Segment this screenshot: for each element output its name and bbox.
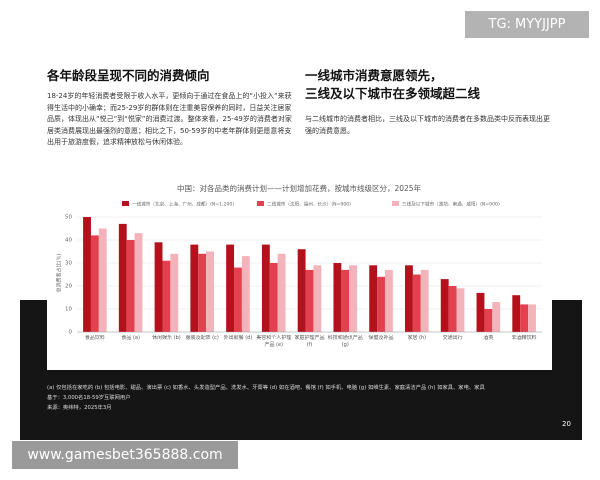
x-tick-label: 食品 (a) — [121, 335, 140, 341]
x-tick-label: 外出就餐 (d) — [223, 335, 253, 341]
y-tick-label: 0 — [69, 330, 73, 336]
bar — [333, 263, 342, 332]
x-tick-label-box: 服装及配饰 (c) — [185, 335, 219, 341]
footnote: 来源：奥纬特，2025年3月 — [47, 405, 112, 411]
bar — [492, 302, 501, 332]
bar — [349, 265, 358, 332]
right-title: 一线城市消费意愿领先， — [305, 68, 443, 83]
left-body: 18-24岁的年轻消费者受限于收入水平，更倾向于通过在食品上的“小投入”来获得生… — [47, 92, 292, 146]
bar — [269, 263, 278, 332]
bar — [456, 288, 465, 332]
x-tick-label-box: 交通出行 — [442, 335, 463, 341]
bar — [484, 309, 493, 332]
legend-swatch — [257, 201, 264, 206]
bar — [154, 242, 163, 332]
bar — [476, 292, 485, 332]
x-tick-label-box: 休闲娱乐 (b) — [152, 335, 181, 341]
x-tick-label: 美容和个人护理产品 (e) — [256, 335, 292, 348]
x-tick-label: 保健及补品 — [368, 335, 394, 341]
bar — [98, 228, 107, 332]
bar — [448, 286, 457, 332]
bar — [313, 265, 322, 332]
bar — [198, 253, 207, 332]
chart-title: 中国：对各品类的消费计划——计划增加花费，按城市线级区分，2025年 — [177, 183, 422, 193]
bar — [305, 269, 314, 332]
x-tick-label: 科技和通讯产品 (g) — [327, 335, 363, 348]
x-tick-label: 家庭护理产品 (f) — [294, 335, 325, 348]
right-body: 与二线城市的消费者相比，三线及以下城市的消费者在多数品类中反而表现出更强的消费意… — [305, 115, 550, 135]
legend-label: 一线城市（北京、上海、广州、成都）(N=1,200) — [132, 201, 234, 208]
bar — [83, 217, 91, 332]
footnote: (a) 仅包括在家吃的 (b) 包括电影、甜品、演出票 (c) 如香水、头发造型… — [47, 385, 485, 391]
bar — [134, 233, 143, 332]
bar — [234, 267, 242, 332]
y-tick-label: 20 — [65, 284, 72, 290]
bar — [341, 269, 350, 332]
bar — [241, 256, 250, 332]
x-tick-label: 非酒精饮料 — [511, 335, 537, 341]
bar — [277, 253, 286, 332]
bar — [170, 253, 179, 332]
legend-label: 三线及以下城市（潍坊、南通、咸阳）(N=900) — [402, 201, 500, 208]
x-tick-label-box: 食品 (a) — [121, 335, 140, 341]
x-tick-label: 家居 (h) — [407, 335, 427, 341]
badge: TG: MYYJJPP — [465, 11, 589, 38]
x-tick-label-box: 食品饮料 — [84, 335, 105, 341]
y-tick-label: 30 — [65, 261, 72, 267]
bar — [440, 279, 449, 332]
x-tick-label-box: 美容和个人护理产品 (e) — [256, 335, 292, 348]
x-tick-label-box: 酒类 — [483, 335, 494, 341]
bar — [512, 295, 521, 332]
bar — [528, 304, 536, 332]
legend-swatch — [122, 201, 129, 206]
x-tick-label: 服装及配饰 (c) — [185, 335, 219, 341]
x-tick-label-box: 家庭护理产品 (f) — [294, 335, 325, 348]
watermark: www.gamesbet365888.com — [12, 441, 238, 469]
y-axis-label: 总消费者占比(%) — [56, 254, 63, 293]
bar — [412, 274, 421, 332]
bar — [162, 260, 171, 332]
bar — [520, 304, 529, 332]
x-tick-label: 食品饮料 — [84, 335, 105, 341]
legend-label: 二线城市（沈阳、福州、长沙）(N=900) — [267, 201, 351, 208]
bar — [206, 251, 214, 332]
left-title: 各年龄段呈现不同的消费倾向 — [47, 68, 210, 83]
chart: 中国：对各品类的消费计划——计划增加花费，按城市线级区分，2025年 总消费者占… — [47, 177, 552, 370]
x-tick-label-box: 外出就餐 (d) — [223, 335, 253, 341]
page-number: 20 — [562, 420, 571, 428]
legend-swatch — [392, 201, 399, 206]
x-tick-label-box: 保健及补品 — [368, 335, 394, 341]
y-tick-label: 40 — [65, 238, 72, 244]
y-tick-label: 50 — [65, 215, 72, 221]
bar — [384, 269, 393, 332]
x-tick-label: 酒类 — [483, 335, 494, 341]
bar — [261, 244, 270, 332]
right-title: 三线及以下城市在多领域超二线 — [305, 86, 481, 101]
bar — [377, 276, 385, 332]
x-tick-label-box: 家居 (h) — [407, 335, 427, 341]
y-tick-label: 10 — [65, 307, 72, 313]
x-tick-label-box: 科技和通讯产品 (g) — [327, 335, 363, 348]
bar — [118, 223, 127, 332]
x-tick-label: 休闲娱乐 (b) — [152, 335, 181, 341]
bar — [90, 235, 99, 332]
bar — [420, 269, 429, 332]
bar — [297, 249, 306, 332]
bar — [405, 265, 413, 332]
footnote: 基于：3,000名18-59岁互联网用户 — [47, 395, 131, 401]
bar — [126, 240, 135, 332]
bar — [190, 244, 199, 332]
bar — [369, 265, 378, 332]
x-tick-label: 交通出行 — [442, 335, 463, 341]
bar — [226, 244, 235, 332]
x-tick-label-box: 非酒精饮料 — [511, 335, 537, 341]
